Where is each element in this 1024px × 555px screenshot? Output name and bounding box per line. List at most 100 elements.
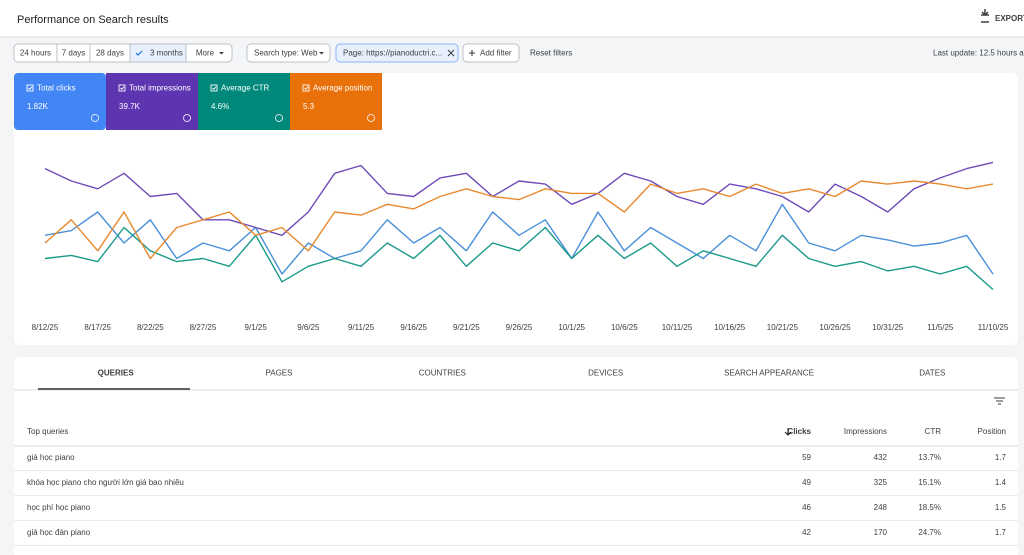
page-filter-chip[interactable] — [335, 43, 459, 63]
plus-icon — [469, 50, 475, 56]
table-value: 1.7 — [995, 528, 1007, 537]
metric-card[interactable] — [14, 73, 106, 130]
checkbox — [26, 84, 34, 92]
table-value: 432 — [874, 453, 888, 462]
metric-value: 4.6% — [211, 102, 229, 111]
series-line — [44, 180, 994, 260]
add-filter-chip[interactable] — [462, 43, 520, 63]
help-icon — [183, 114, 191, 122]
page-filter-text: Page: https://pianoductri.c... — [343, 49, 442, 58]
dropdown-icon — [219, 52, 224, 55]
check-icon — [28, 86, 33, 90]
range-option[interactable]: 3 months — [150, 49, 183, 58]
search-type-chip[interactable] — [246, 43, 331, 63]
query-text[interactable]: giá học đàn piano — [27, 528, 91, 537]
x-tick-label: 10/26/25 — [819, 323, 851, 332]
check-icon — [304, 86, 309, 90]
help-icon — [367, 114, 375, 122]
range-option[interactable]: 24 hours — [20, 49, 51, 58]
page-title: Performance on Search results — [17, 14, 169, 26]
dropdown-icon — [319, 52, 324, 55]
tab[interactable]: QUERIES — [98, 369, 135, 378]
help-icon — [91, 114, 99, 122]
checkbox — [118, 84, 126, 92]
table-value: 49 — [802, 478, 811, 487]
tab[interactable]: DATES — [919, 369, 945, 378]
reset-filters[interactable]: Reset filters — [530, 49, 572, 58]
x-tick-label: 8/17/25 — [84, 323, 111, 332]
range-option[interactable]: 7 days — [62, 49, 86, 58]
help-icon — [275, 114, 283, 122]
x-tick-label: 10/6/25 — [611, 323, 638, 332]
filter-icon[interactable] — [994, 397, 1005, 405]
query-text[interactable]: học phí học piano — [27, 503, 91, 512]
table-value: 1.7 — [995, 453, 1007, 462]
metric-card[interactable] — [106, 73, 198, 130]
x-tick-label: 9/6/25 — [297, 323, 320, 332]
check-icon — [135, 50, 143, 56]
metric-card[interactable] — [198, 73, 290, 130]
metric-label: Average CTR — [221, 84, 270, 93]
tab[interactable]: DEVICES — [588, 369, 623, 378]
x-tick-label: 9/1/25 — [245, 323, 268, 332]
chart-card — [14, 73, 1018, 345]
x-tick-label: 11/10/25 — [978, 323, 1009, 332]
table-value: 18.5% — [918, 503, 941, 512]
check-icon — [120, 86, 125, 90]
column-header[interactable]: Impressions — [844, 427, 887, 436]
x-tick-label: 10/11/25 — [662, 323, 693, 332]
table-value: 42 — [802, 528, 811, 537]
range-option[interactable]: More — [196, 49, 215, 58]
export-icon[interactable] — [981, 9, 989, 23]
table-card — [14, 357, 1018, 555]
table-value: 1.4 — [995, 478, 1007, 487]
table-value: 248 — [874, 503, 888, 512]
series-line — [44, 226, 994, 291]
checkbox — [210, 84, 218, 92]
x-tick-label: 9/11/25 — [348, 323, 375, 332]
add-filter-text: Add filter — [480, 49, 512, 58]
check-icon — [212, 86, 217, 90]
table-value: 24.7% — [918, 528, 941, 537]
tab-indicator — [38, 388, 190, 390]
column-header[interactable]: Position — [978, 427, 1006, 436]
column-header[interactable]: CTR — [925, 427, 942, 436]
x-tick-label: 10/1/25 — [558, 323, 585, 332]
metric-label: Average position — [313, 84, 372, 93]
column-header: Top queries — [27, 427, 68, 436]
metric-card[interactable] — [290, 73, 382, 130]
last-update: Last update: 12.5 hours ago — [933, 49, 1024, 58]
x-tick-label: 8/12/25 — [32, 323, 59, 332]
search-type-text: Search type: Web — [254, 49, 318, 58]
x-tick-label: 11/5/25 — [927, 323, 954, 332]
table-value: 59 — [802, 453, 811, 462]
table-value: 325 — [874, 478, 888, 487]
metric-value: 5.3 — [303, 102, 315, 111]
sort-icon — [784, 428, 792, 436]
checkbox — [302, 84, 310, 92]
tab[interactable]: COUNTRIES — [419, 369, 466, 378]
tab[interactable]: PAGES — [266, 369, 293, 378]
x-tick-label: 10/16/25 — [714, 323, 746, 332]
tab[interactable]: SEARCH APPEARANCE — [724, 369, 814, 378]
table-value: 13.7% — [918, 453, 941, 462]
column-header[interactable]: Clicks — [787, 427, 811, 436]
x-tick-label: 10/31/25 — [872, 323, 904, 332]
close-icon — [447, 49, 455, 57]
query-text[interactable]: giá học piano — [27, 453, 75, 462]
x-tick-label: 8/22/25 — [137, 323, 164, 332]
query-text[interactable]: khóa học piano cho người lớn giá bao nhi… — [27, 478, 184, 487]
table-value: 46 — [802, 503, 811, 512]
top-bar — [0, 0, 1024, 37]
metric-value: 39.7K — [119, 102, 141, 111]
x-tick-label: 9/16/25 — [400, 323, 427, 332]
metric-label: Total clicks — [37, 84, 76, 93]
x-tick-label: 8/27/25 — [190, 323, 217, 332]
x-tick-label: 9/21/25 — [453, 323, 480, 332]
range-option[interactable]: 28 days — [96, 49, 124, 58]
x-tick-label: 10/21/25 — [767, 323, 799, 332]
x-tick-label: 9/26/25 — [506, 323, 533, 332]
export-button[interactable]: EXPORT — [995, 14, 1024, 23]
